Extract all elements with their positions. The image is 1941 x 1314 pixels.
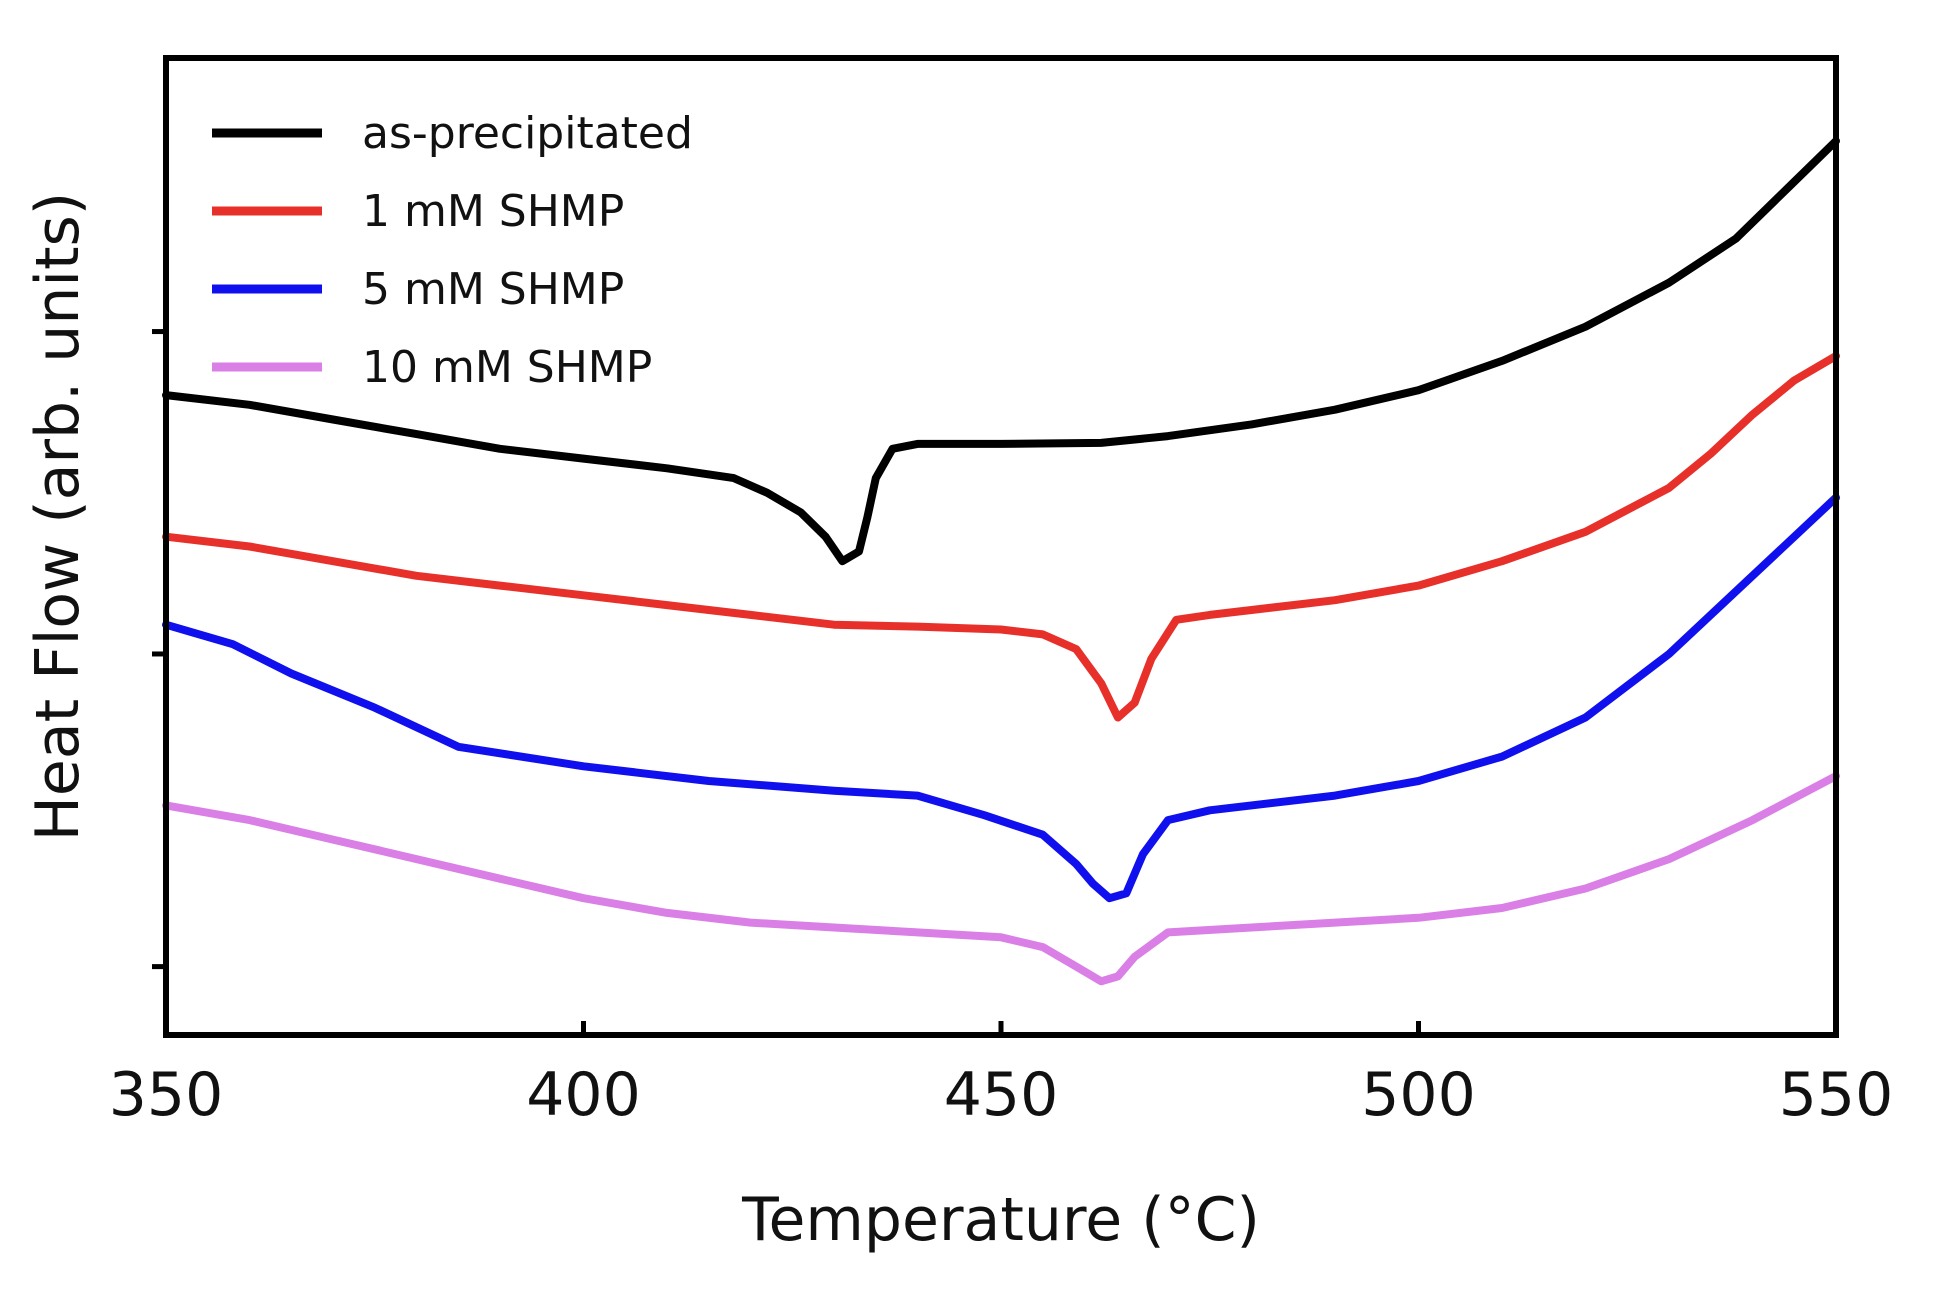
x-tick-label-550: 550 xyxy=(1779,1060,1894,1130)
x-axis-label: Temperature (°C) xyxy=(741,1185,1260,1255)
plot-frame xyxy=(163,55,1839,1038)
x-axis-ticks: 350 400 450 500 550 xyxy=(109,1021,1894,1130)
series-line-1 xyxy=(162,352,1840,722)
series-line-0 xyxy=(162,137,1840,566)
legend-label-1: 1 mM SHMP xyxy=(362,186,624,237)
y-axis-label: Heat Flow (arb. units) xyxy=(23,192,93,841)
plot-series xyxy=(162,137,1840,986)
x-tick-label-350: 350 xyxy=(109,1060,224,1130)
legend: as-precipitated 1 mM SHMP 5 mM SHMP 10 mM S… xyxy=(212,108,693,393)
legend-label-2: 5 mM SHMP xyxy=(362,264,624,315)
legend-label-0: as-precipitated xyxy=(362,108,693,159)
x-tick-label-450: 450 xyxy=(944,1060,1059,1130)
series-line-2 xyxy=(162,493,1840,903)
x-tick-label-500: 500 xyxy=(1361,1060,1476,1130)
x-tick-label-400: 400 xyxy=(526,1060,641,1130)
legend-label-3: 10 mM SHMP xyxy=(362,342,652,393)
series-line-3 xyxy=(162,772,1840,986)
